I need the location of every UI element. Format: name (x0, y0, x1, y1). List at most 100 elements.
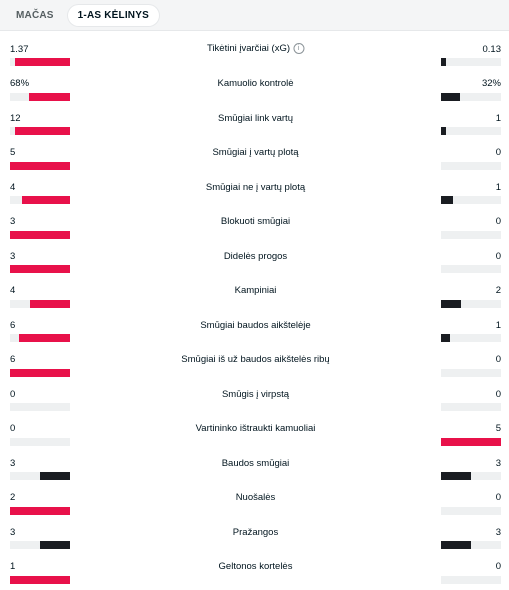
stat-row: 0 Vartininko ištraukti kamuoliai 5 (10, 411, 501, 446)
stat-row: 0 Smūgis į virpstą 0 (10, 376, 501, 411)
stat-home-value: 0 (10, 423, 16, 434)
away-bar-fill (441, 127, 446, 135)
away-bar-track (441, 299, 501, 308)
stat-bars (10, 161, 501, 170)
stat-label: Smūgiai link vartų (218, 113, 293, 124)
away-bar-fill (441, 92, 461, 101)
tab-match[interactable]: MAČAS (16, 9, 54, 21)
stat-label: Smūgiai į vartų plotą (212, 147, 298, 158)
stat-away-value: 0 (495, 216, 501, 227)
stat-label: Kampiniai (235, 285, 277, 296)
stat-label-text: Smūgiai į vartų plotą (212, 147, 299, 158)
stat-bars (10, 403, 501, 411)
stat-label: Kamuolio kontrolė (217, 78, 293, 89)
home-bar-fill (10, 575, 70, 584)
home-bar-track (10, 506, 70, 515)
stat-label-text: Smūgiai baudos aikštelėje (200, 319, 311, 331)
stat-bars (10, 196, 501, 204)
stat-home-value: 0 (10, 388, 16, 400)
stat-away-value: 0 (495, 388, 501, 400)
stat-label-text: Vartininko ištraukti kamuoliai (195, 423, 316, 434)
stat-label: Geltonos kortelės (219, 561, 293, 572)
home-bar-track (10, 472, 70, 480)
home-bar-fill (22, 196, 70, 204)
home-bar-fill (10, 265, 70, 273)
away-bar-track (441, 403, 501, 411)
stat-label: Smūgis į virpstą (222, 389, 289, 400)
stat-away-value: 0 (495, 492, 501, 503)
stat-label-text: Geltonos kortelės (218, 561, 293, 572)
stat-label: Tikėtini įvarčiai (xG) i (206, 43, 305, 55)
home-bar-fill (10, 230, 70, 239)
stat-home-value: 1 (10, 561, 16, 572)
stat-bars (10, 472, 501, 480)
stat-home-value: 4 (10, 285, 16, 296)
home-bar-track (10, 368, 70, 377)
stat-bars (10, 368, 501, 377)
home-bar-fill (14, 127, 70, 135)
away-bar-track (441, 265, 501, 273)
away-bar-fill (441, 58, 447, 66)
home-bar-fill (15, 58, 70, 66)
stat-label: Nuošalės (236, 492, 276, 503)
stat-home-value: 68% (10, 78, 30, 89)
stat-away-value: 1 (495, 181, 501, 193)
home-bar-track (10, 575, 70, 584)
stat-row: 3 Didelės progos 0 (10, 238, 501, 273)
stat-label: Baudos smūgiai (222, 458, 290, 469)
away-bar-fill (441, 437, 501, 446)
home-bar-track (10, 265, 70, 273)
stat-home-value: 3 (10, 250, 16, 262)
stat-row: 6 Smūgiai iš už baudos aikštelės ribų 0 (10, 342, 501, 377)
away-bar-track (441, 92, 501, 101)
stat-away-value: 32% (481, 78, 501, 89)
home-bar-track (10, 127, 70, 135)
home-bar-fill (10, 506, 70, 515)
stat-row: 68% Kamuolio kontrolė 32% (10, 66, 501, 101)
stat-home-value: 12 (10, 112, 21, 124)
stat-label-text: Baudos smūgiai (221, 457, 290, 469)
stat-away-value: 0 (495, 147, 501, 158)
stat-label-text: Smūgis į virpstą (221, 388, 290, 400)
stat-label-text: Pražangos (232, 526, 279, 538)
stat-away-value: 0 (495, 250, 501, 262)
stat-label-text: Smūgiai iš už baudos aikštelės ribų (181, 354, 330, 365)
stat-home-value: 1.37 (10, 43, 29, 55)
stat-label-text: Tikėtini įvarčiai (xG) (206, 43, 291, 55)
stat-label-text: Nuošalės (235, 492, 276, 503)
home-bar-track (10, 403, 70, 411)
stat-label: Smūgiai baudos aikštelėje (200, 320, 310, 331)
away-bar-fill (441, 196, 453, 204)
stat-bars (10, 575, 501, 584)
away-bar-track (441, 161, 501, 170)
stat-row: 12 Smūgiai link vartų 1 (10, 100, 501, 135)
stat-row: 2 Nuošalės 0 (10, 480, 501, 515)
away-bar-fill (441, 299, 461, 308)
stat-bars (10, 541, 501, 549)
stat-home-value: 5 (10, 147, 16, 158)
stats-list: 1.37 Tikėtini įvarčiai (xG) i 0.13 68% Kamuol… (0, 31, 509, 584)
home-bar-fill (30, 299, 70, 308)
stat-home-value: 3 (10, 526, 16, 538)
home-bar-track (10, 437, 70, 446)
away-bar-track (441, 196, 501, 204)
stat-away-value: 3 (495, 526, 501, 538)
stat-label-text: Smūgiai ne į vartų plotą (205, 181, 306, 193)
tab-first-half[interactable]: 1-AS KĖLINYS (67, 4, 159, 26)
stat-bars (10, 58, 501, 66)
stat-label: Smūgiai iš už baudos aikštelės ribų (181, 354, 329, 365)
stat-bars (10, 127, 501, 135)
info-icon[interactable]: i (293, 43, 305, 55)
stat-away-value: 3 (495, 457, 501, 469)
home-bar-fill (40, 541, 70, 549)
stat-home-value: 3 (10, 216, 16, 227)
home-bar-fill (10, 161, 70, 170)
stat-bars (10, 437, 501, 446)
stat-home-value: 6 (10, 354, 16, 365)
away-bar-fill (441, 472, 471, 480)
stat-row: 3 Pražangos 3 (10, 514, 501, 549)
home-bar-fill (40, 472, 70, 480)
stat-away-value: 2 (495, 285, 501, 296)
stat-bars (10, 230, 501, 239)
away-bar-track (441, 58, 501, 66)
